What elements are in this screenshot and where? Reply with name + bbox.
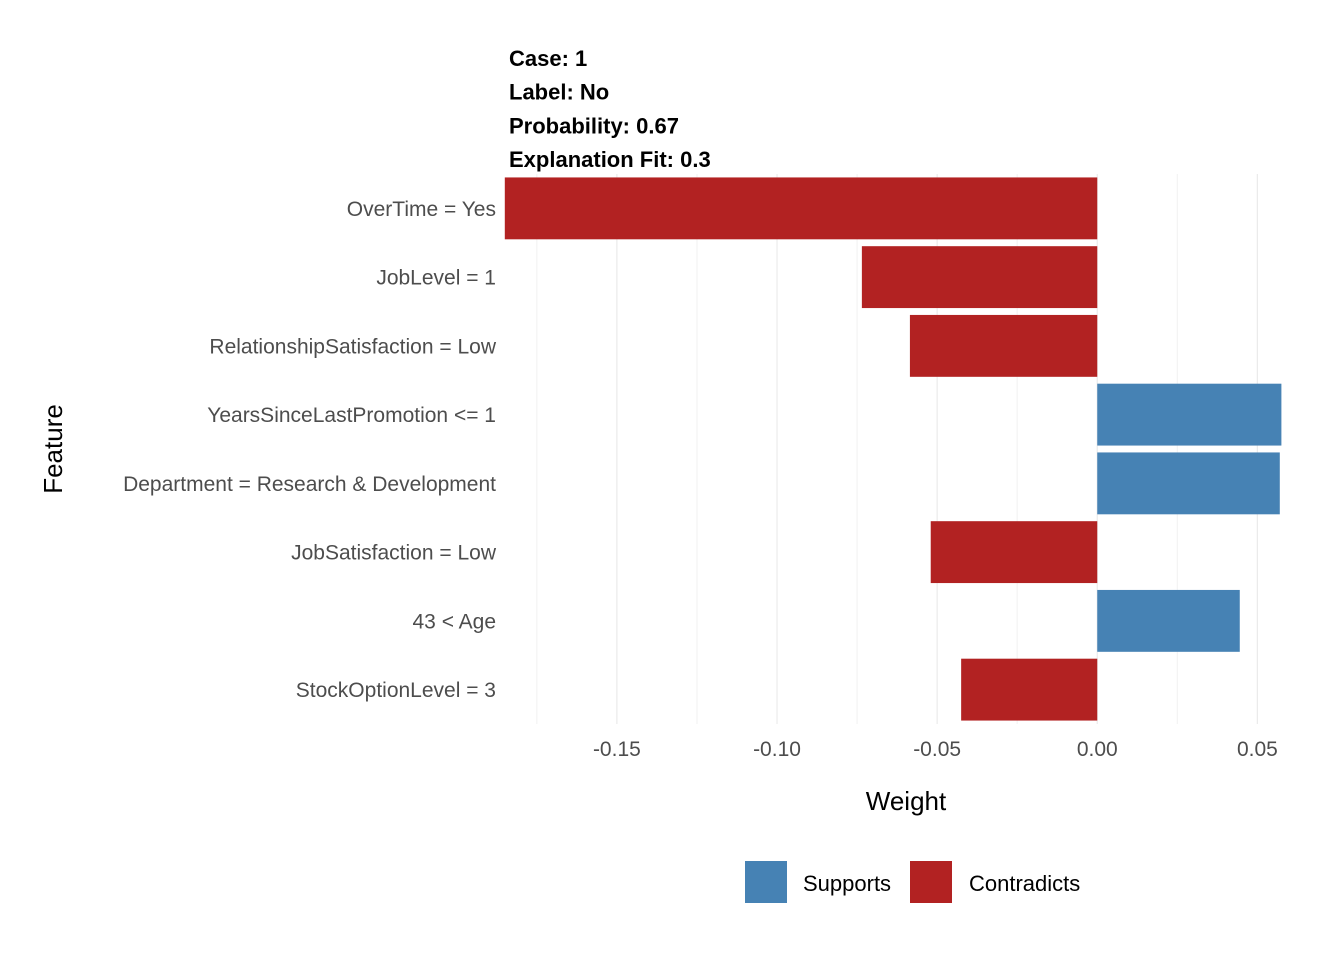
- y-tick-label: OverTime = Yes: [347, 198, 496, 221]
- chart-title: Case: 1 Label: No Probability: 0.67 Explana…: [509, 46, 711, 172]
- x-tick-label: -0.10: [753, 738, 801, 761]
- y-tick-label: JobSatisfaction = Low: [291, 542, 497, 565]
- x-tick-label: -0.05: [913, 738, 961, 761]
- x-tick-label: -0.15: [593, 738, 641, 761]
- legend-key-supports: [745, 861, 787, 903]
- x-tick-label: 0.05: [1237, 738, 1278, 761]
- y-axis-title: Feature: [38, 404, 68, 494]
- bar-supports: [1097, 589, 1240, 652]
- legend-label: Supports: [803, 871, 891, 896]
- title-line: Probability: 0.67: [509, 113, 679, 138]
- y-tick-label: YearsSinceLastPromotion <= 1: [207, 404, 496, 427]
- legend-key-contradicts: [910, 861, 952, 903]
- x-tick-labels: -0.15 -0.10 -0.05 0.00 0.05: [593, 738, 1278, 761]
- bar-contradicts: [930, 521, 1098, 584]
- bars: [504, 177, 1282, 721]
- y-tick-labels: OverTime = Yes JobLevel = 1 RelationshipSa…: [123, 198, 497, 702]
- legend: Supports Contradicts: [745, 861, 1080, 903]
- title-line: Explanation Fit: 0.3: [509, 147, 711, 172]
- title-line: Label: No: [509, 80, 609, 105]
- y-tick-label: 43 < Age: [413, 610, 497, 633]
- x-axis-title: Weight: [866, 786, 947, 816]
- bar-supports: [1097, 452, 1280, 515]
- bar-contradicts: [861, 246, 1098, 309]
- bar-contradicts: [961, 658, 1098, 721]
- bar-contradicts: [504, 177, 1098, 240]
- title-line: Case: 1: [509, 46, 587, 71]
- y-tick-label: JobLevel = 1: [376, 267, 496, 290]
- bar-supports: [1097, 383, 1282, 446]
- y-tick-label: StockOptionLevel = 3: [296, 679, 496, 702]
- y-tick-label: Department = Research & Development: [123, 473, 496, 496]
- x-tick-label: 0.00: [1077, 738, 1118, 761]
- y-tick-label: RelationshipSatisfaction = Low: [209, 335, 496, 358]
- legend-label: Contradicts: [969, 871, 1080, 896]
- bar-contradicts: [909, 314, 1098, 377]
